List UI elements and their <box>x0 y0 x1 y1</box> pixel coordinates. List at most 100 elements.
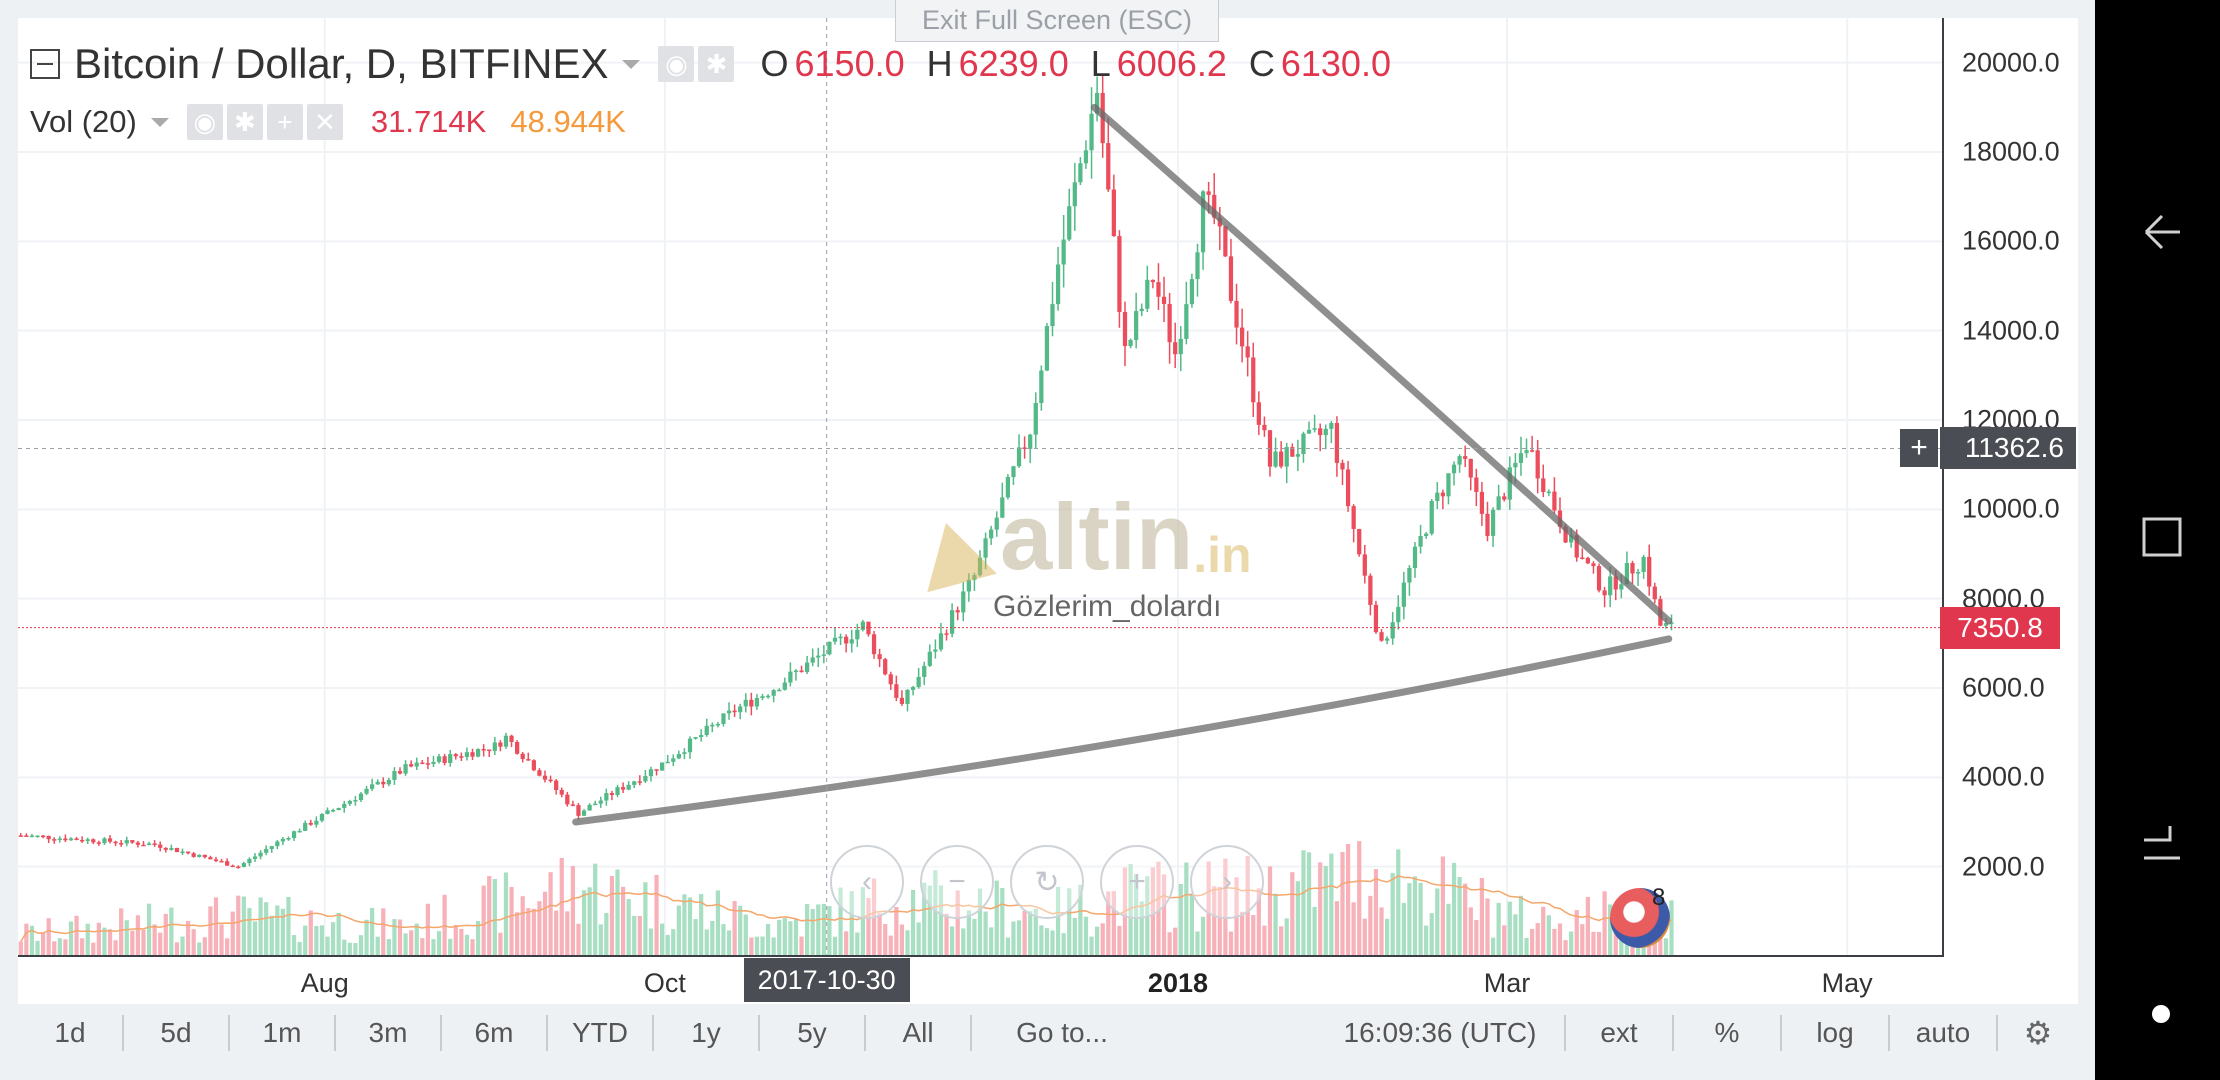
candle-body <box>1290 447 1295 457</box>
candle-body <box>1535 450 1540 479</box>
volume-bar <box>297 941 302 956</box>
price-axis[interactable]: 2000.0 4000.0 6000.0 8000.0 10000.0 12000.0 14… <box>1942 18 2078 956</box>
gear-icon[interactable]: ✱ <box>226 104 263 140</box>
eye-icon[interactable]: ◉ <box>658 46 695 82</box>
candle-body <box>1167 304 1172 343</box>
volume-bar <box>230 911 235 956</box>
volume-bar <box>459 928 464 956</box>
gear-icon[interactable]: ✱ <box>698 46 735 82</box>
candle-body <box>910 687 916 690</box>
eye-icon[interactable]: ◉ <box>186 104 223 140</box>
close-icon[interactable]: ✕ <box>306 104 343 140</box>
volume-bar <box>252 921 258 956</box>
volume-ma-line <box>20 875 1672 942</box>
candle-body <box>152 843 157 845</box>
candle-body <box>297 830 302 833</box>
volume-bar <box>264 902 269 956</box>
candle-body <box>409 764 414 767</box>
volume-bar <box>793 918 799 956</box>
option-button-percent[interactable]: % <box>1674 1015 1782 1051</box>
high-value: 6239.0 <box>958 43 1069 84</box>
collapse-legend-icon[interactable] <box>30 49 60 79</box>
crosshair-add-button[interactable]: + <box>1900 429 1938 468</box>
clock-timezone-button[interactable]: 16:09:36 (UTC) <box>1316 1015 1566 1051</box>
volume-bar <box>983 911 988 956</box>
volume-bar <box>905 930 910 956</box>
volume-bar <box>1596 931 1602 956</box>
volume-bar <box>1513 914 1518 956</box>
us-flag-events-icon[interactable] <box>1610 888 1670 948</box>
volume-bar <box>1585 897 1590 956</box>
reset-chart-button[interactable]: ↻ <box>1010 845 1084 919</box>
volume-bar <box>1239 911 1245 956</box>
volume-bar <box>944 913 949 956</box>
candle-body <box>1150 279 1156 283</box>
volume-title[interactable]: Vol (20) <box>30 104 137 139</box>
candle-body <box>1106 143 1111 190</box>
go-to-button[interactable]: Go to... <box>1016 1017 1108 1048</box>
candle-body <box>1529 450 1535 452</box>
recent-apps-icon[interactable] <box>2140 820 2184 864</box>
volume-bar <box>609 876 615 956</box>
range-button-1m[interactable]: 1m <box>230 1015 336 1051</box>
volume-bar <box>693 919 698 956</box>
range-button-1d[interactable]: 1d <box>18 1015 124 1051</box>
option-button-auto[interactable]: auto <box>1890 1015 1998 1051</box>
chevron-down-icon[interactable] <box>150 117 169 127</box>
range-button-3m[interactable]: 3m <box>336 1015 442 1051</box>
range-button-1y[interactable]: 1y <box>654 1015 760 1051</box>
volume-bar <box>40 933 46 956</box>
symbol-title[interactable]: Bitcoin / Dollar, D, BITFINEX <box>74 40 609 87</box>
range-button-5d[interactable]: 5d <box>124 1015 230 1051</box>
plus-icon[interactable]: + <box>266 104 303 140</box>
candle-body <box>1502 496 1507 500</box>
candle-body <box>581 810 587 816</box>
scroll-right-button[interactable]: › <box>1190 845 1264 919</box>
volume-bar <box>877 913 882 956</box>
candle-body <box>1569 535 1574 543</box>
candle-body <box>1128 339 1133 347</box>
volume-bar <box>754 936 760 956</box>
back-arrow-icon[interactable] <box>2140 210 2184 254</box>
candle-body <box>1608 576 1613 596</box>
candle-body <box>1301 433 1306 455</box>
candle-body <box>938 633 944 650</box>
range-button-all[interactable]: All <box>866 1015 972 1051</box>
range-button-ytd[interactable]: YTD <box>548 1015 654 1051</box>
candle-body <box>102 838 107 844</box>
exit-fullscreen-button[interactable]: Exit Full Screen (ESC) <box>895 0 1219 42</box>
candle-body <box>1083 150 1089 164</box>
candle-body <box>1619 584 1624 590</box>
candle-body <box>615 787 620 795</box>
range-button-5y[interactable]: 5y <box>760 1015 866 1051</box>
candles <box>18 74 1674 869</box>
volume-bar <box>1407 883 1412 956</box>
zoom-out-button[interactable]: − <box>920 845 994 919</box>
candle-body <box>464 752 470 757</box>
chevron-down-icon[interactable] <box>622 59 641 69</box>
price-chart-plot[interactable] <box>18 18 1942 956</box>
chart-area[interactable] <box>18 18 2078 1004</box>
volume-bar <box>1301 850 1306 956</box>
volume-bar <box>576 923 581 956</box>
overview-icon[interactable] <box>2140 515 2184 559</box>
candle-body <box>141 844 146 847</box>
volume-bar <box>810 909 815 956</box>
candle-body <box>916 676 921 688</box>
candle-body <box>1200 191 1206 253</box>
volume-bar <box>537 901 542 956</box>
candle-body <box>955 610 960 613</box>
volume-bar <box>386 939 391 956</box>
zoom-in-button[interactable]: + <box>1100 845 1174 919</box>
scroll-left-button[interactable]: ‹ <box>830 845 904 919</box>
option-button-ext[interactable]: ext <box>1566 1015 1674 1051</box>
volume-bar <box>520 896 525 956</box>
volume-bar <box>269 915 274 956</box>
settings-gear-icon[interactable]: ⚙ <box>2023 1015 2053 1051</box>
candle-body <box>219 860 224 863</box>
range-button-6m[interactable]: 6m <box>442 1015 548 1051</box>
volume-bar <box>1212 886 1217 956</box>
candle-body <box>492 742 497 751</box>
option-button-log[interactable]: log <box>1782 1015 1890 1051</box>
volume-bar <box>715 890 721 956</box>
